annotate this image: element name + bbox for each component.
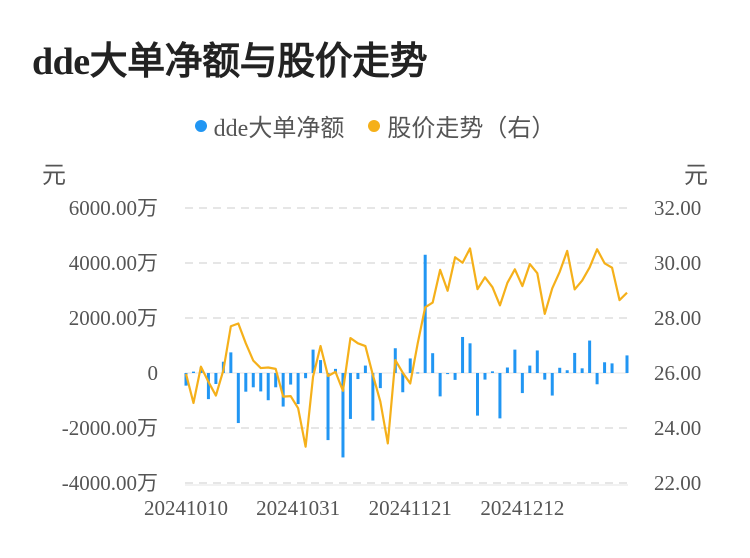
dde-bar xyxy=(266,373,270,401)
legend-label-price: 股价走势（右） xyxy=(387,116,556,142)
dde-bar xyxy=(191,371,195,373)
dde-bar xyxy=(528,365,532,373)
right-axis-unit: 元 xyxy=(684,163,708,189)
legend-label-dde: dde大单净额 xyxy=(213,116,345,142)
dde-bar xyxy=(229,352,233,373)
dde-bar xyxy=(401,373,405,393)
dde-bar xyxy=(446,373,450,375)
right-tick-label: 22.00 xyxy=(654,471,701,495)
dde-bar xyxy=(206,373,210,400)
dde-bar xyxy=(490,371,494,373)
left-tick-label: 2000.00万 xyxy=(69,306,158,330)
dde-bar xyxy=(423,254,427,373)
dde-bar xyxy=(341,373,345,458)
left-axis-unit: 元 xyxy=(42,163,66,189)
left-tick-label: 6000.00万 xyxy=(69,196,158,220)
dde-bar xyxy=(580,368,584,373)
right-tick-label: 24.00 xyxy=(654,416,701,440)
dde-bar xyxy=(505,367,509,373)
dde-bar xyxy=(326,373,330,441)
x-tick-label: 20241212 xyxy=(480,496,564,520)
left-tick-label: 0 xyxy=(148,361,159,385)
price-line xyxy=(184,247,628,448)
dde-bar xyxy=(214,373,218,384)
dde-bar xyxy=(281,373,285,407)
dde-bar xyxy=(356,373,360,380)
dde-bar xyxy=(558,367,562,373)
dde-bar xyxy=(520,373,524,394)
legend-dot-dde xyxy=(194,119,207,132)
dde-bar xyxy=(595,373,599,385)
dde-bar xyxy=(371,373,375,421)
dde-bar xyxy=(468,343,472,373)
dde-bar xyxy=(483,373,487,380)
dde-bar xyxy=(304,373,308,379)
dde-bar xyxy=(588,340,592,373)
right-tick-label: 32.00 xyxy=(654,196,701,220)
dde-bar xyxy=(535,350,539,373)
dde-bar xyxy=(610,363,614,373)
legend: dde大单净额 股价走势（右） xyxy=(0,108,750,143)
dde-bar xyxy=(259,373,263,392)
dde-bar xyxy=(378,373,382,389)
right-tick-label: 26.00 xyxy=(654,361,701,385)
dde-bar xyxy=(543,373,547,380)
left-tick-label: 4000.00万 xyxy=(69,251,158,275)
dde-bar xyxy=(319,360,323,373)
dde-bar xyxy=(438,373,442,397)
left-tick-label: -2000.00万 xyxy=(62,416,158,440)
left-tick-label: -4000.00万 xyxy=(62,471,158,495)
dde-bar xyxy=(461,336,465,373)
chart-title: dde大单净额与股价走势 xyxy=(32,41,428,83)
x-tick-label: 20241010 xyxy=(144,496,228,520)
dde-bar xyxy=(363,365,367,373)
dde-bar xyxy=(311,349,315,373)
dde-bar xyxy=(348,373,352,419)
dde-bar xyxy=(184,373,188,386)
dde-bar xyxy=(573,352,577,373)
dde-bar xyxy=(431,353,435,373)
legend-item-price[interactable]: 股价走势（右） xyxy=(368,108,555,143)
right-tick-label: 30.00 xyxy=(654,251,701,275)
dde-bar xyxy=(274,373,278,388)
dde-bar xyxy=(498,373,502,419)
legend-dot-price xyxy=(368,119,381,132)
dde-bar xyxy=(244,373,248,392)
dde-bar xyxy=(625,355,629,373)
dde-bar xyxy=(408,358,412,373)
x-tick-label: 20241031 xyxy=(256,496,340,520)
right-tick-label: 28.00 xyxy=(654,306,701,330)
dde-bar xyxy=(476,373,480,416)
dde-bar xyxy=(603,362,607,373)
dde-bar xyxy=(296,373,300,405)
dde-bar xyxy=(416,372,420,374)
legend-item-dde[interactable]: dde大单净额 xyxy=(194,108,345,143)
dde-bar xyxy=(236,373,240,424)
dde-bar xyxy=(550,373,554,396)
dde-bar xyxy=(565,370,569,373)
dde-bar xyxy=(289,373,293,385)
x-tick-label: 20241121 xyxy=(369,496,452,520)
dde-bar xyxy=(513,349,517,373)
dde-bar xyxy=(453,373,457,380)
dde-bar xyxy=(251,373,255,388)
